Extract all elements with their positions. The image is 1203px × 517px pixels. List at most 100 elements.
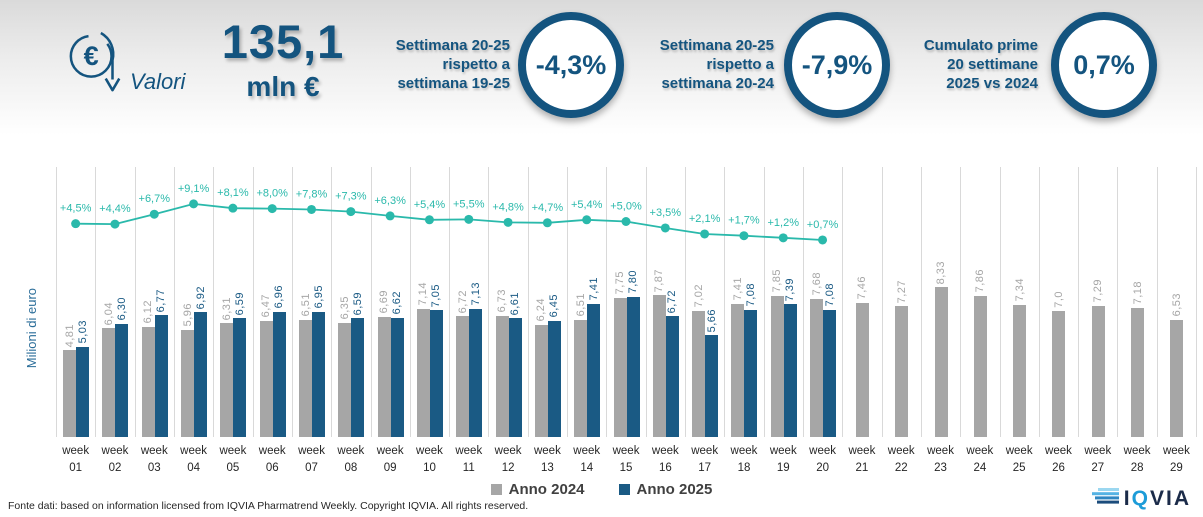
bar-value-label: 6,51 (574, 293, 587, 317)
bar-col: 7,0 (1052, 291, 1066, 437)
week-group-07: 6,51 6,95 (293, 167, 333, 437)
total-unit: mln € (246, 71, 320, 102)
bar-anno-2024-week-15 (613, 297, 627, 437)
week-group-03: 6,12 6,77 (136, 167, 175, 437)
bar-col: 7,08 (744, 283, 758, 437)
bar-anno-2024-week-12 (495, 315, 509, 437)
valori-label: Valori (130, 68, 186, 94)
bar-value-label: 6,72 (456, 289, 469, 313)
kpi-value: 0,7% (1073, 49, 1135, 80)
bar-value-label: 6,92 (194, 285, 207, 310)
week-group-23: 8,33 (922, 167, 962, 437)
bar-col: 7,08 (823, 283, 837, 437)
week-group-21: 7,46 (843, 167, 883, 437)
bar-anno-2024-week-02 (102, 328, 116, 437)
bar-col: 6,61 (508, 291, 522, 437)
bar-col: 6,95 (312, 285, 326, 437)
week-tick-18: week 18 (730, 445, 758, 474)
bar-anno-2025-week-17 (705, 335, 719, 437)
bar-value-label: 7,14 (417, 282, 430, 306)
iqvia-logo-bars-icon (1091, 486, 1121, 511)
bar-col: 6,45 (547, 294, 561, 437)
kpi-circle-week20-25-vs-20-24: -7,9% (784, 12, 890, 118)
bar-anno-2024-week-23 (934, 287, 948, 437)
bar-value-label: 7,0 (1052, 291, 1065, 308)
legend-item-anno-2024: Anno 2024 (490, 481, 585, 498)
kpi-circle-week20-25-vs-19-25: -4,3% (518, 12, 624, 118)
bar-anno-2025-week-05 (233, 318, 247, 437)
bar-col: 7,86 (973, 269, 987, 437)
bar-anno-2024-week-20 (810, 298, 824, 437)
week-tick-10: week 10 (416, 445, 443, 474)
bar-col: 4,81 (63, 324, 77, 437)
week-tick-04: week 04 (180, 445, 208, 474)
bar-value-label: 7,86 (974, 269, 987, 293)
bar-value-label: 7,75 (614, 271, 627, 295)
bar-anno-2024-week-10 (416, 308, 430, 437)
bar-anno-2025-week-09 (390, 317, 404, 437)
bar-col: 6,69 (377, 290, 391, 437)
week-tick-20: week 20 (809, 445, 837, 474)
bar-value-label: 7,68 (810, 272, 823, 296)
bar-anno-2024-week-08 (338, 322, 352, 437)
bar-col: 6,51 (299, 293, 313, 437)
week-tick-26: week 26 (1045, 445, 1072, 474)
bar-col: 6,59 (351, 292, 365, 437)
week-tick-28: week 28 (1123, 445, 1151, 474)
bar-col: 6,47 (259, 294, 273, 437)
legend-item-anno-2025: Anno 2025 (618, 481, 712, 498)
week-group-24: 7,86 (961, 167, 1001, 437)
bar-anno-2025-week-14 (587, 303, 601, 437)
kpi-value: -4,3% (535, 49, 607, 80)
week-tick-07: week 07 (298, 445, 325, 474)
week-group-26: 7,0 (1040, 167, 1080, 437)
total-value-block: 135,1 mln € (208, 14, 358, 103)
week-tick-11: week 11 (455, 445, 483, 474)
bar-col: 7,29 (1091, 279, 1105, 437)
week-tick-15: week 15 (612, 445, 640, 474)
bar-anno-2025-week-10 (429, 310, 443, 437)
legend-label-2024: Anno 2024 (508, 481, 585, 498)
week-group-27: 7,29 (1079, 167, 1119, 437)
bar-anno-2025-week-11 (469, 308, 483, 437)
week-tick-27: week 27 (1084, 445, 1112, 474)
bar-value-label: 7,27 (895, 279, 908, 304)
bar-col: 6,72 (665, 289, 679, 437)
week-tick-14: week 14 (573, 445, 601, 474)
bar-anno-2025-week-12 (508, 318, 522, 437)
week-tick-08: week 08 (337, 445, 365, 474)
bar-col: 7,68 (810, 272, 824, 437)
bar-anno-2024-week-01 (63, 350, 77, 437)
bar-col: 8,33 (934, 261, 948, 437)
bar-value-label: 7,34 (1013, 278, 1026, 302)
bar-anno-2024-week-28 (1131, 307, 1145, 437)
bar-col: 7,13 (469, 282, 483, 437)
bar-col: 7,46 (855, 276, 869, 437)
bar-anno-2024-week-17 (692, 310, 706, 437)
bar-value-label: 6,72 (666, 289, 679, 313)
bar-col: 6,51 (574, 293, 588, 437)
bar-col: 7,39 (783, 278, 797, 437)
bar-value-label: 6,24 (535, 298, 548, 322)
week-tick-13: week 13 (533, 445, 561, 474)
header-band: € Valori 135,1 mln € Settimana 20-25 ris… (0, 0, 1203, 142)
week-group-12: 6,73 6,61 (489, 167, 529, 437)
bar-col: 6,59 (233, 292, 247, 437)
bar-anno-2024-week-22 (895, 306, 909, 437)
week-tick-05: week 05 (219, 445, 247, 474)
bar-anno-2025-week-20 (823, 309, 837, 437)
bar-anno-2024-week-21 (855, 302, 869, 437)
iqvia-logo-text: IQVIA (1123, 486, 1191, 510)
bar-col: 7,87 (652, 269, 666, 437)
week-tick-03: week 03 (140, 445, 168, 474)
kpi-value: -7,9% (801, 49, 873, 80)
bar-value-label: 6,61 (509, 291, 522, 315)
week-group-19: 7,85 7,39 (765, 167, 804, 437)
bar-anno-2025-week-03 (154, 315, 168, 437)
bar-value-label: 6,12 (142, 300, 155, 324)
bar-value-label: 7,85 (771, 269, 784, 293)
bar-anno-2024-week-13 (534, 324, 548, 437)
bar-anno-2024-week-16 (652, 295, 666, 437)
bar-value-label: 6,45 (548, 294, 561, 318)
bar-col: 6,77 (154, 289, 168, 437)
